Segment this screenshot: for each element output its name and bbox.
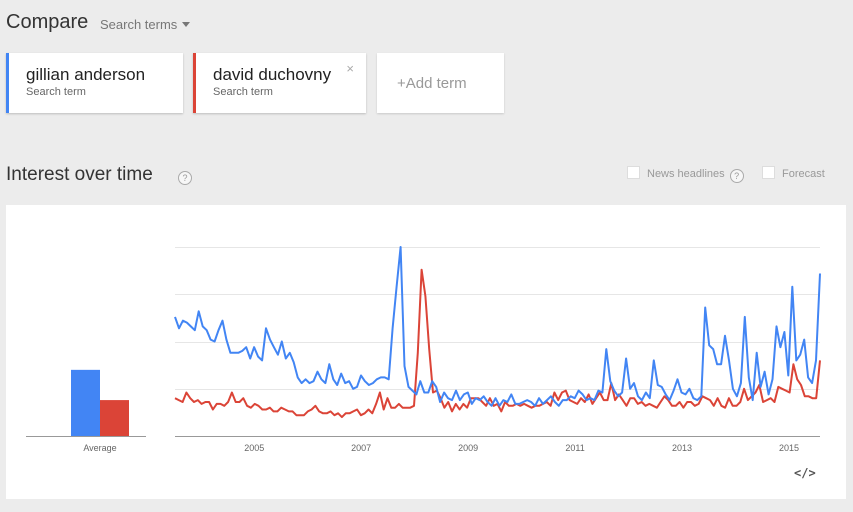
add-term-button[interactable]: +Add term xyxy=(377,53,504,113)
series-line xyxy=(174,246,821,407)
term-name: gillian anderson xyxy=(26,65,146,84)
x-tick-label: 2013 xyxy=(672,443,692,453)
x-tick-label: 2015 xyxy=(779,443,799,453)
forecast-label: Forecast xyxy=(782,168,825,180)
x-tick-label: 2005 xyxy=(244,443,264,453)
term-color-bar xyxy=(6,53,9,113)
term-subtitle: Search term xyxy=(213,86,273,98)
caret-down-icon xyxy=(182,22,191,27)
term-subtitle: Search term xyxy=(26,86,86,98)
help-icon[interactable]: ? xyxy=(729,169,744,183)
interest-over-time-chart: Average 2005 2007 2009 2011 2013 2015 </> xyxy=(6,205,846,499)
interest-over-time-title: Interest over time xyxy=(6,164,153,185)
x-tick-label: 2009 xyxy=(458,443,478,453)
embed-code-icon[interactable]: </> xyxy=(794,466,816,480)
remove-term-close-icon[interactable]: × xyxy=(346,61,354,76)
x-tick-label: 2007 xyxy=(351,443,371,453)
term-name: david duchovny xyxy=(213,65,332,84)
news-headlines-label: News headlines xyxy=(647,168,725,180)
term-card-gillian-anderson[interactable]: gillian anderson Search term xyxy=(6,53,183,113)
chart-svg: Average 2005 2007 2009 2011 2013 2015 xyxy=(26,246,821,453)
x-tick-label: 2011 xyxy=(565,443,584,453)
add-term-label: +Add term xyxy=(397,75,467,92)
forecast-option[interactable]: Forecast xyxy=(762,166,825,180)
news-headlines-checkbox[interactable] xyxy=(627,166,640,179)
average-bar xyxy=(100,400,129,436)
help-icon[interactable]: ? xyxy=(178,171,192,185)
average-bar xyxy=(71,369,100,436)
compare-title: Compare xyxy=(6,11,89,33)
average-label: Average xyxy=(83,443,116,453)
search-terms-dropdown[interactable]: Search terms xyxy=(100,17,191,32)
term-card-david-duchovny[interactable]: david duchovny Search term × xyxy=(193,53,366,113)
forecast-checkbox[interactable] xyxy=(762,166,775,179)
search-terms-label: Search terms xyxy=(100,17,178,32)
news-headlines-option[interactable]: News headlines? xyxy=(627,166,744,183)
term-color-bar xyxy=(193,53,196,113)
